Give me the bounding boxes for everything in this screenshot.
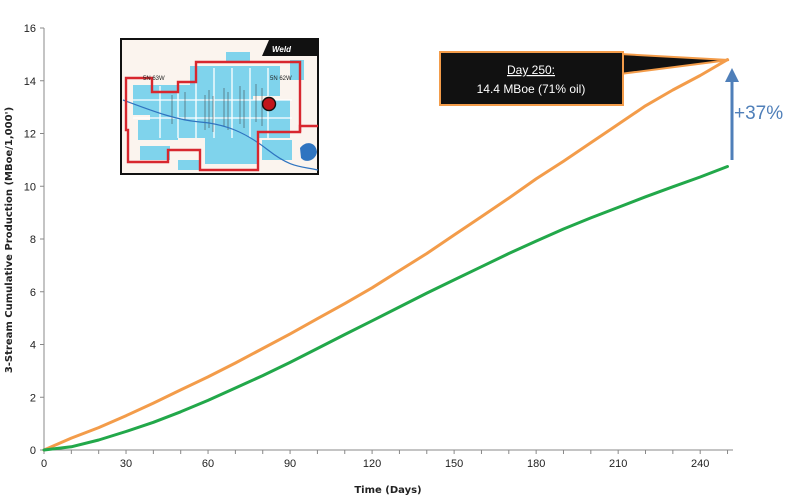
map-boundary-east bbox=[298, 124, 318, 132]
x-tick-label: 180 bbox=[527, 458, 545, 470]
callout-box bbox=[439, 51, 624, 106]
map-wells bbox=[171, 84, 263, 132]
map-label-1: 5N 63W bbox=[143, 76, 165, 82]
x-tick-label: 60 bbox=[202, 458, 214, 470]
inset-map: Weld 5N 63W 5N 62W bbox=[120, 38, 319, 175]
x-axis-title: Time (Days) bbox=[354, 485, 421, 496]
day-250-callout: Day 250: 14.4 MBoe (71% oil) bbox=[439, 51, 730, 106]
x-tick-label: 90 bbox=[284, 458, 296, 470]
map-county-strip bbox=[262, 40, 318, 56]
y-tick-label: 10 bbox=[24, 181, 36, 193]
y-tick-label: 12 bbox=[24, 129, 36, 141]
map-label-2: 5N 62W bbox=[270, 76, 292, 82]
y-tick-label: 4 bbox=[30, 340, 36, 352]
increase-annotation: +37% bbox=[725, 68, 783, 160]
x-tick-label: 210 bbox=[609, 458, 627, 470]
callout-line-1: Day 250: bbox=[507, 63, 555, 77]
increase-arrow-head bbox=[725, 68, 739, 82]
map-label-weld: Weld bbox=[272, 45, 292, 54]
x-tick-label: 30 bbox=[120, 458, 132, 470]
y-tick-label: 8 bbox=[30, 234, 36, 246]
y-tick-label: 14 bbox=[24, 76, 36, 88]
series-group bbox=[42, 58, 729, 452]
series-line-1 bbox=[42, 58, 729, 452]
callout-line-2: 14.4 MBoe (71% oil) bbox=[477, 82, 586, 96]
map-parcel-grid bbox=[133, 68, 292, 138]
map-boundary bbox=[124, 60, 302, 172]
x-ticks: 0 30 60 90 120 150 180 210 240 bbox=[41, 450, 729, 470]
y-tick-label: 6 bbox=[30, 287, 36, 299]
x-tick-label: 0 bbox=[41, 458, 47, 470]
y-axis-title: 3-Stream Cumulative Production (MBoe/1,0… bbox=[4, 107, 15, 373]
y-tick-label: 0 bbox=[30, 445, 36, 457]
y-ticks: 0 2 4 6 8 10 12 14 16 bbox=[24, 23, 44, 457]
map-river bbox=[122, 99, 319, 171]
y-tick-label: 16 bbox=[24, 23, 36, 35]
x-tick-label: 240 bbox=[691, 458, 709, 470]
map-location-marker bbox=[261, 96, 277, 112]
map-lake bbox=[300, 143, 317, 161]
series-line-2 bbox=[42, 165, 729, 452]
x-tick-label: 120 bbox=[363, 458, 381, 470]
increase-label: +37% bbox=[734, 103, 783, 124]
y-tick-label: 2 bbox=[30, 392, 36, 404]
x-tick-label: 150 bbox=[445, 458, 463, 470]
